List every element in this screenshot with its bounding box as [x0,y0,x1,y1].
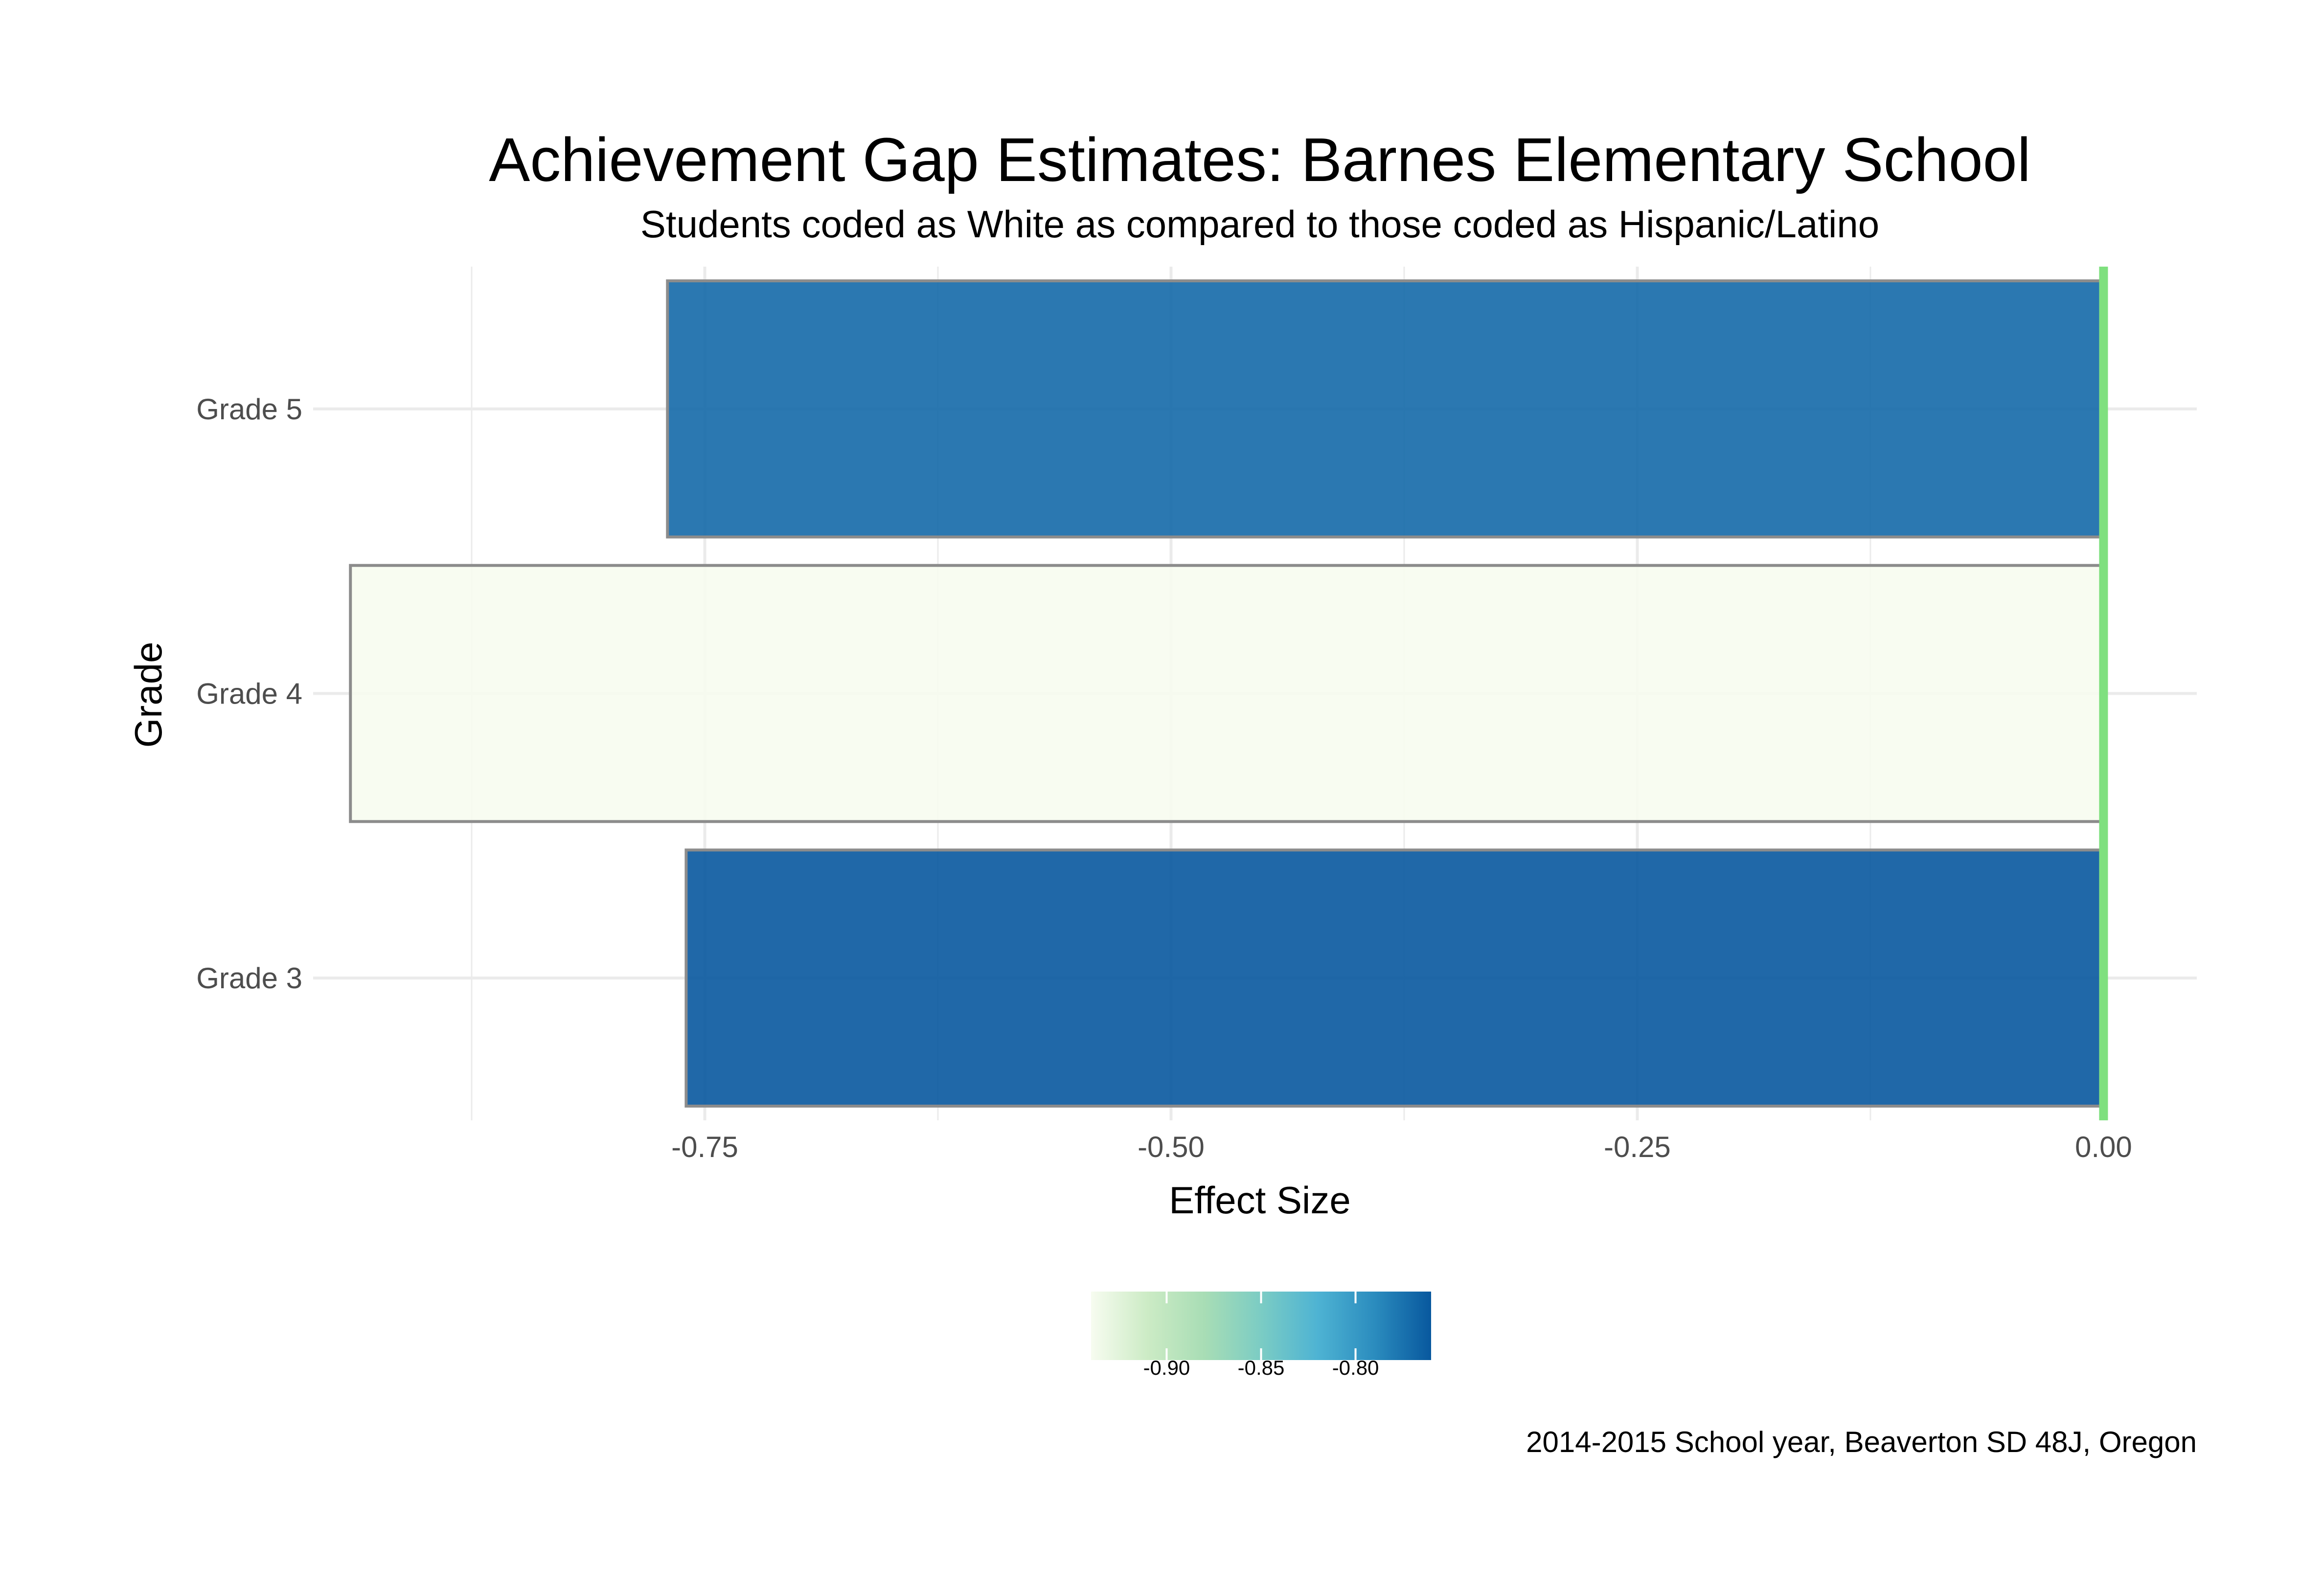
colorbar-tick-label: -0.85 [1238,1356,1285,1379]
y-tick-label: Grade 3 [196,962,302,995]
colorbar-tick-label: -0.80 [1332,1356,1379,1379]
chart-subtitle: Students coded as White as compared to t… [640,203,1879,246]
color-legend: -0.90 -0.85 -0.80 [1091,1292,1431,1379]
x-tick-label: -0.50 [1138,1131,1205,1163]
x-tick-label: -0.25 [1604,1131,1671,1163]
x-tick-label: 0.00 [2075,1131,2132,1163]
y-tick-label: Grade 4 [196,678,302,710]
y-axis-title: Grade [127,642,170,748]
bar-grade-4 [349,564,2105,823]
y-axis-ticks: Grade 3 Grade 4 Grade 5 [196,393,302,995]
colorbar-tick-label: -0.90 [1143,1356,1190,1379]
y-tick-label: Grade 5 [196,393,302,426]
x-axis-ticks: -0.75 -0.50 -0.25 0.00 [671,1131,2132,1163]
bars [349,279,2105,1108]
bar-grade-3 [684,848,2105,1108]
chart-title: Achievement Gap Estimates: Barnes Elemen… [489,125,2030,194]
x-axis-title: Effect Size [1169,1179,1350,1222]
chart-caption: 2014-2015 School year, Beaverton SD 48J,… [1526,1426,2197,1458]
x-tick-label: -0.75 [671,1131,738,1163]
bar-grade-5 [666,279,2105,539]
